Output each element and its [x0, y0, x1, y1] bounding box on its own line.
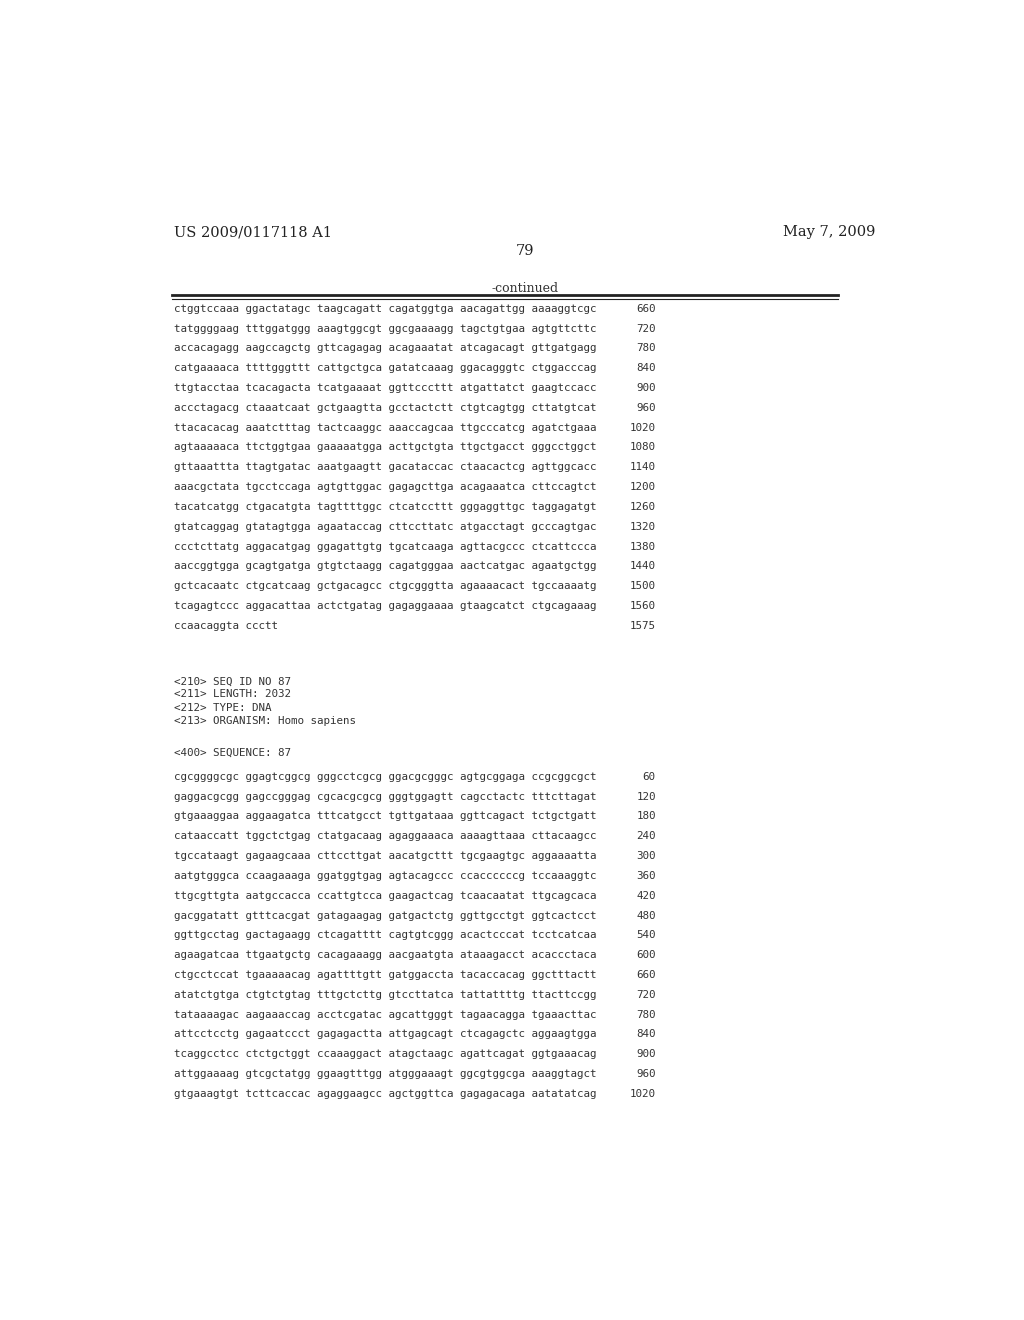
Text: tatggggaag tttggatggg aaagtggcgt ggcgaaaagg tagctgtgaa agtgttcttc: tatggggaag tttggatggg aaagtggcgt ggcgaaa… — [174, 323, 597, 334]
Text: gctcacaatc ctgcatcaag gctgacagcc ctgcgggtta agaaaacact tgccaaaatg: gctcacaatc ctgcatcaag gctgacagcc ctgcggg… — [174, 581, 597, 591]
Text: 1020: 1020 — [630, 422, 655, 433]
Text: tcagagtccc aggacattaa actctgatag gagaggaaaa gtaagcatct ctgcagaaag: tcagagtccc aggacattaa actctgatag gagagga… — [174, 601, 597, 611]
Text: cgcggggcgc ggagtcggcg gggcctcgcg ggacgcgggc agtgcggaga ccgcggcgct: cgcggggcgc ggagtcggcg gggcctcgcg ggacgcg… — [174, 772, 597, 781]
Text: <212> TYPE: DNA: <212> TYPE: DNA — [174, 702, 271, 713]
Text: cataaccatt tggctctgag ctatgacaag agaggaaaca aaaagttaaa cttacaagcc: cataaccatt tggctctgag ctatgacaag agaggaa… — [174, 832, 597, 841]
Text: 120: 120 — [636, 792, 655, 801]
Text: ttgtacctaa tcacagacta tcatgaaaat ggttcccttt atgattatct gaagtccacc: ttgtacctaa tcacagacta tcatgaaaat ggttccc… — [174, 383, 597, 393]
Text: 360: 360 — [636, 871, 655, 880]
Text: 79: 79 — [515, 244, 535, 257]
Text: aaccggtgga gcagtgatga gtgtctaagg cagatgggaa aactcatgac agaatgctgg: aaccggtgga gcagtgatga gtgtctaagg cagatgg… — [174, 561, 597, 572]
Text: 1140: 1140 — [630, 462, 655, 473]
Text: 840: 840 — [636, 363, 655, 374]
Text: accctagacg ctaaatcaat gctgaagtta gcctactctt ctgtcagtgg cttatgtcat: accctagacg ctaaatcaat gctgaagtta gcctact… — [174, 403, 597, 413]
Text: ttgcgttgta aatgccacca ccattgtcca gaagactcag tcaacaatat ttgcagcaca: ttgcgttgta aatgccacca ccattgtcca gaagact… — [174, 891, 597, 900]
Text: 1575: 1575 — [630, 620, 655, 631]
Text: 240: 240 — [636, 832, 655, 841]
Text: 60: 60 — [643, 772, 655, 781]
Text: 1500: 1500 — [630, 581, 655, 591]
Text: 1080: 1080 — [630, 442, 655, 453]
Text: gaggacgcgg gagccgggag cgcacgcgcg gggtggagtt cagcctactc tttcttagat: gaggacgcgg gagccgggag cgcacgcgcg gggtgga… — [174, 792, 597, 801]
Text: 1560: 1560 — [630, 601, 655, 611]
Text: tacatcatgg ctgacatgta tagttttggc ctcatccttt gggaggttgc taggagatgt: tacatcatgg ctgacatgta tagttttggc ctcatcc… — [174, 502, 597, 512]
Text: gacggatatt gtttcacgat gatagaagag gatgactctg ggttgcctgt ggtcactcct: gacggatatt gtttcacgat gatagaagag gatgact… — [174, 911, 597, 920]
Text: agaagatcaa ttgaatgctg cacagaaagg aacgaatgta ataaagacct acaccctaca: agaagatcaa ttgaatgctg cacagaaagg aacgaat… — [174, 950, 597, 960]
Text: ttacacacag aaatctttag tactcaaggc aaaccagcaa ttgcccatcg agatctgaaa: ttacacacag aaatctttag tactcaaggc aaaccag… — [174, 422, 597, 433]
Text: accacagagg aagccagctg gttcagagag acagaaatat atcagacagt gttgatgagg: accacagagg aagccagctg gttcagagag acagaaa… — [174, 343, 597, 354]
Text: 900: 900 — [636, 383, 655, 393]
Text: 600: 600 — [636, 950, 655, 960]
Text: 960: 960 — [636, 403, 655, 413]
Text: 300: 300 — [636, 851, 655, 861]
Text: 180: 180 — [636, 812, 655, 821]
Text: gtgaaaggaa aggaagatca tttcatgcct tgttgataaa ggttcagact tctgctgatt: gtgaaaggaa aggaagatca tttcatgcct tgttgat… — [174, 812, 597, 821]
Text: ctgcctccat tgaaaaacag agattttgtt gatggaccta tacaccacag ggctttactt: ctgcctccat tgaaaaacag agattttgtt gatggac… — [174, 970, 597, 979]
Text: atatctgtga ctgtctgtag tttgctcttg gtccttatca tattattttg ttacttccgg: atatctgtga ctgtctgtag tttgctcttg gtcctta… — [174, 990, 597, 999]
Text: attggaaaag gtcgctatgg ggaagtttgg atgggaaagt ggcgtggcga aaaggtagct: attggaaaag gtcgctatgg ggaagtttgg atgggaa… — [174, 1069, 597, 1078]
Text: -continued: -continued — [492, 282, 558, 296]
Text: ggttgcctag gactagaagg ctcagatttt cagtgtcggg acactcccat tcctcatcaa: ggttgcctag gactagaagg ctcagatttt cagtgtc… — [174, 931, 597, 940]
Text: tataaaagac aagaaaccag acctcgatac agcattgggt tagaacagga tgaaacttac: tataaaagac aagaaaccag acctcgatac agcattg… — [174, 1010, 597, 1019]
Text: <210> SEQ ID NO 87: <210> SEQ ID NO 87 — [174, 676, 291, 686]
Text: ccaacaggta ccctt: ccaacaggta ccctt — [174, 620, 279, 631]
Text: tgccataagt gagaagcaaa cttccttgat aacatgcttt tgcgaagtgc aggaaaatta: tgccataagt gagaagcaaa cttccttgat aacatgc… — [174, 851, 597, 861]
Text: 900: 900 — [636, 1049, 655, 1059]
Text: agtaaaaaca ttctggtgaa gaaaaatgga acttgctgta ttgctgacct gggcctggct: agtaaaaaca ttctggtgaa gaaaaatgga acttgct… — [174, 442, 597, 453]
Text: 720: 720 — [636, 990, 655, 999]
Text: 1440: 1440 — [630, 561, 655, 572]
Text: May 7, 2009: May 7, 2009 — [783, 226, 876, 239]
Text: 660: 660 — [636, 970, 655, 979]
Text: 1260: 1260 — [630, 502, 655, 512]
Text: 660: 660 — [636, 304, 655, 314]
Text: <211> LENGTH: 2032: <211> LENGTH: 2032 — [174, 689, 291, 700]
Text: 420: 420 — [636, 891, 655, 900]
Text: 960: 960 — [636, 1069, 655, 1078]
Text: <213> ORGANISM: Homo sapiens: <213> ORGANISM: Homo sapiens — [174, 715, 356, 726]
Text: catgaaaaca ttttgggttt cattgctgca gatatcaaag ggacagggtc ctggacccag: catgaaaaca ttttgggttt cattgctgca gatatca… — [174, 363, 597, 374]
Text: 780: 780 — [636, 1010, 655, 1019]
Text: 1020: 1020 — [630, 1089, 655, 1100]
Text: <400> SEQUENCE: 87: <400> SEQUENCE: 87 — [174, 747, 291, 758]
Text: 540: 540 — [636, 931, 655, 940]
Text: 1320: 1320 — [630, 521, 655, 532]
Text: 720: 720 — [636, 323, 655, 334]
Text: 780: 780 — [636, 343, 655, 354]
Text: tcaggcctcc ctctgctggt ccaaaggact atagctaagc agattcagat ggtgaaacag: tcaggcctcc ctctgctggt ccaaaggact atagcta… — [174, 1049, 597, 1059]
Text: ctggtccaaa ggactatagc taagcagatt cagatggtga aacagattgg aaaaggtcgc: ctggtccaaa ggactatagc taagcagatt cagatgg… — [174, 304, 597, 314]
Text: 1380: 1380 — [630, 541, 655, 552]
Text: 840: 840 — [636, 1030, 655, 1039]
Text: US 2009/0117118 A1: US 2009/0117118 A1 — [174, 226, 332, 239]
Text: gttaaattta ttagtgatac aaatgaagtt gacataccac ctaacactcg agttggcacc: gttaaattta ttagtgatac aaatgaagtt gacatac… — [174, 462, 597, 473]
Text: ccctcttatg aggacatgag ggagattgtg tgcatcaaga agttacgccc ctcattccca: ccctcttatg aggacatgag ggagattgtg tgcatca… — [174, 541, 597, 552]
Text: 480: 480 — [636, 911, 655, 920]
Text: 1200: 1200 — [630, 482, 655, 492]
Text: aatgtgggca ccaagaaaga ggatggtgag agtacagccc ccaccccccg tccaaaggtc: aatgtgggca ccaagaaaga ggatggtgag agtacag… — [174, 871, 597, 880]
Text: aaacgctata tgcctccaga agtgttggac gagagcttga acagaaatca cttccagtct: aaacgctata tgcctccaga agtgttggac gagagct… — [174, 482, 597, 492]
Text: gtatcaggag gtatagtgga agaataccag cttccttatc atgacctagt gcccagtgac: gtatcaggag gtatagtgga agaataccag cttcctt… — [174, 521, 597, 532]
Text: gtgaaagtgt tcttcaccac agaggaagcc agctggttca gagagacaga aatatatcag: gtgaaagtgt tcttcaccac agaggaagcc agctggt… — [174, 1089, 597, 1100]
Text: attcctcctg gagaatccct gagagactta attgagcagt ctcagagctc aggaagtgga: attcctcctg gagaatccct gagagactta attgagc… — [174, 1030, 597, 1039]
